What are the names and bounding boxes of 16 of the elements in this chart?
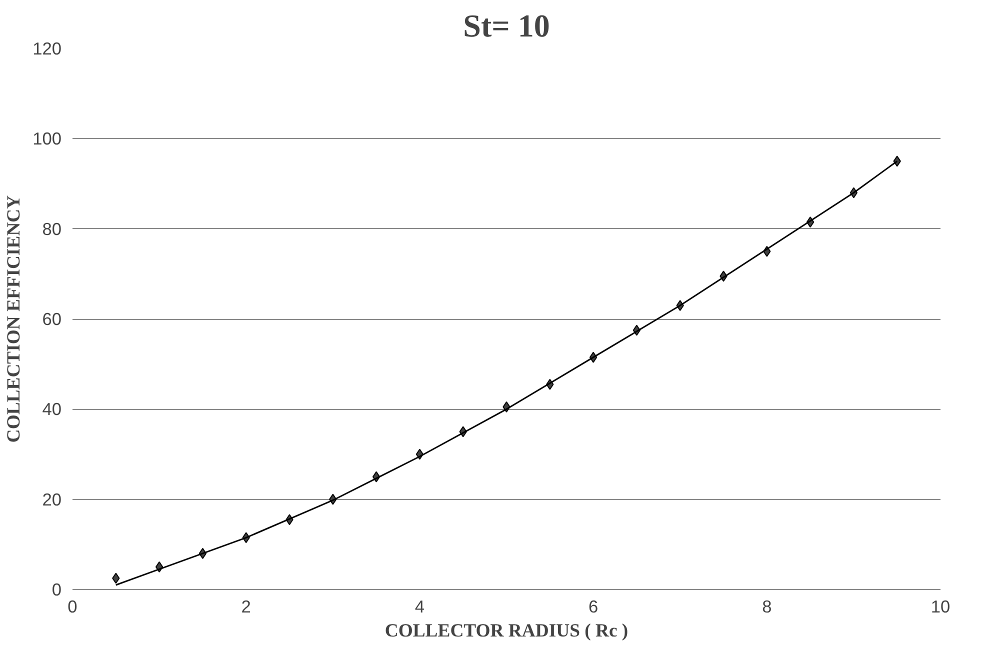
y-tick-label: 20 [42, 489, 62, 510]
y-tick-label: 120 [32, 38, 62, 58]
x-tick-label: 2 [241, 596, 251, 616]
x-axis-title: COLLECTOR RADIUS ( Rc ) [384, 620, 628, 642]
y-tick-label: 80 [42, 218, 62, 239]
chart-title: St= 10 [463, 8, 550, 44]
y-tick-label: 100 [32, 128, 62, 149]
x-tick-label: 8 [762, 596, 772, 616]
y-tick-label: 40 [42, 399, 62, 420]
x-tick-label: 10 [930, 596, 950, 616]
y-tick-label: 0 [52, 580, 62, 600]
x-tick-label: 4 [414, 596, 425, 616]
x-tick-label: 0 [68, 596, 78, 616]
y-axis-title: COLLECTION EFFICIENCY [4, 194, 25, 443]
y-tick-label: 60 [42, 309, 62, 329]
x-tick-label: 6 [588, 596, 598, 616]
